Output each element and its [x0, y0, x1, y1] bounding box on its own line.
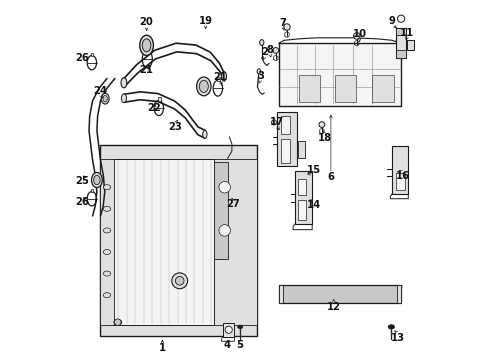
- Text: 22: 22: [146, 103, 161, 113]
- Ellipse shape: [142, 39, 151, 52]
- Text: 7: 7: [279, 18, 286, 28]
- Bar: [278, 285, 283, 303]
- Circle shape: [175, 276, 183, 285]
- Text: 8: 8: [266, 45, 273, 55]
- Text: 3: 3: [256, 71, 263, 81]
- Bar: [298, 75, 320, 102]
- Text: 19: 19: [198, 16, 212, 26]
- Bar: [100, 145, 257, 336]
- Text: 24: 24: [93, 86, 107, 96]
- Text: 1: 1: [159, 343, 165, 354]
- Text: 6: 6: [327, 172, 334, 182]
- Text: 10: 10: [352, 29, 366, 39]
- Circle shape: [271, 120, 276, 125]
- Ellipse shape: [103, 228, 110, 233]
- Ellipse shape: [140, 35, 153, 55]
- Circle shape: [353, 33, 359, 39]
- Bar: [280, 139, 289, 163]
- Ellipse shape: [121, 78, 126, 88]
- Text: 26: 26: [75, 53, 88, 63]
- Bar: [395, 50, 406, 58]
- Text: 13: 13: [390, 333, 405, 343]
- Ellipse shape: [103, 185, 110, 190]
- Bar: [100, 159, 114, 325]
- Bar: [395, 28, 406, 58]
- Bar: [278, 43, 400, 106]
- Bar: [223, 323, 234, 337]
- Circle shape: [219, 181, 230, 193]
- Bar: [391, 146, 407, 194]
- Ellipse shape: [121, 94, 126, 103]
- Bar: [91, 189, 93, 192]
- Text: 5: 5: [236, 340, 243, 350]
- Bar: [276, 112, 296, 166]
- Bar: [158, 97, 161, 101]
- Bar: [278, 285, 400, 303]
- Text: 21: 21: [213, 72, 226, 82]
- Ellipse shape: [221, 72, 226, 81]
- Ellipse shape: [203, 130, 206, 138]
- Bar: [371, 75, 393, 102]
- Bar: [395, 28, 406, 35]
- Bar: [213, 159, 257, 325]
- Ellipse shape: [103, 206, 110, 211]
- Bar: [91, 53, 93, 56]
- Text: 16: 16: [395, 171, 409, 181]
- Ellipse shape: [91, 172, 102, 188]
- Bar: [297, 200, 305, 220]
- Text: 20: 20: [140, 17, 153, 27]
- Ellipse shape: [196, 77, 211, 96]
- Text: 17: 17: [269, 117, 284, 127]
- Text: 23: 23: [168, 122, 182, 132]
- Text: 12: 12: [326, 302, 340, 312]
- Text: 4: 4: [223, 340, 230, 350]
- Bar: [297, 141, 305, 158]
- Text: 18: 18: [317, 132, 331, 143]
- Bar: [297, 179, 305, 195]
- Text: 11: 11: [399, 28, 413, 38]
- Circle shape: [219, 225, 230, 236]
- Circle shape: [272, 48, 278, 53]
- Ellipse shape: [94, 175, 100, 185]
- Ellipse shape: [237, 325, 242, 329]
- Ellipse shape: [101, 93, 109, 104]
- Ellipse shape: [257, 69, 260, 74]
- Bar: [407, 40, 413, 50]
- Bar: [213, 162, 228, 259]
- Bar: [395, 173, 404, 190]
- Ellipse shape: [103, 249, 110, 255]
- Bar: [334, 75, 355, 102]
- Bar: [396, 285, 400, 303]
- Ellipse shape: [103, 293, 110, 298]
- Text: 9: 9: [388, 16, 395, 26]
- Circle shape: [114, 319, 121, 325]
- Bar: [216, 77, 219, 81]
- Text: 14: 14: [306, 200, 321, 210]
- Circle shape: [171, 273, 187, 289]
- Bar: [280, 116, 289, 134]
- Ellipse shape: [103, 95, 107, 102]
- Ellipse shape: [103, 271, 110, 276]
- Circle shape: [318, 122, 324, 127]
- Text: 26: 26: [75, 197, 88, 207]
- Ellipse shape: [259, 40, 264, 45]
- Text: 2: 2: [261, 47, 268, 57]
- Circle shape: [283, 24, 289, 30]
- Bar: [113, 159, 213, 325]
- Bar: [294, 171, 311, 224]
- Ellipse shape: [114, 319, 122, 325]
- Text: 21: 21: [139, 65, 153, 75]
- Ellipse shape: [199, 80, 208, 93]
- Bar: [146, 47, 149, 51]
- Text: 25: 25: [75, 176, 88, 186]
- Text: 15: 15: [306, 165, 321, 175]
- Ellipse shape: [387, 325, 394, 329]
- Circle shape: [224, 326, 232, 333]
- Text: 27: 27: [225, 199, 240, 210]
- Circle shape: [397, 15, 404, 22]
